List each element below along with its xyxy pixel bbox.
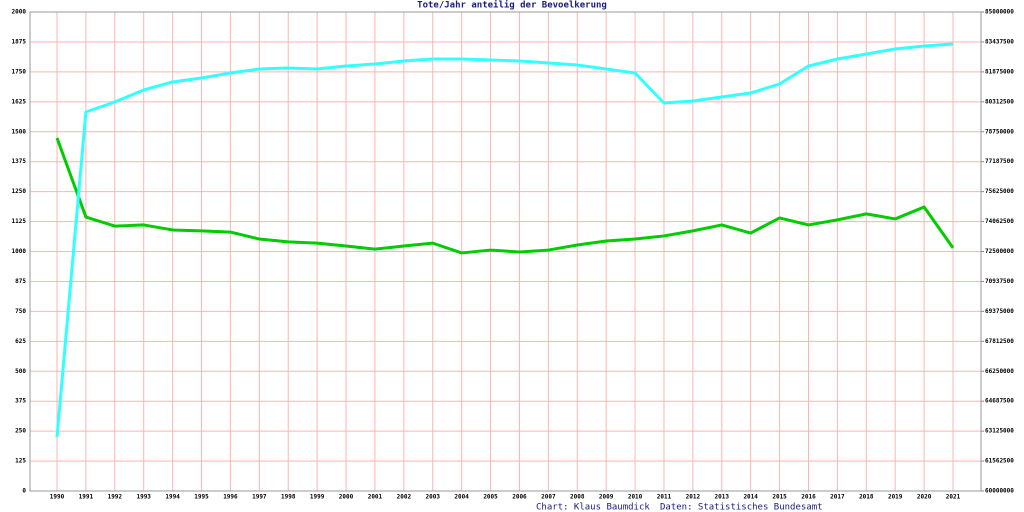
x-tick-label: 2016 — [801, 494, 816, 501]
x-tick-label: 1992 — [108, 494, 123, 501]
y2-tick-label: 67812500 — [985, 338, 1014, 345]
x-tick-label: 1995 — [194, 494, 209, 501]
x-tick-label: 1994 — [165, 494, 180, 501]
x-tick-label: 1991 — [79, 494, 94, 501]
y2-tick-label: 64687500 — [985, 398, 1014, 405]
y-tick-label: 1875 — [12, 38, 27, 45]
y2-tick-label: 85000000 — [985, 9, 1014, 16]
y-tick-label: 625 — [15, 338, 26, 345]
x-tick-label: 1997 — [252, 494, 267, 501]
x-tick-label: 2007 — [541, 494, 556, 501]
x-tick-label: 2012 — [686, 494, 701, 501]
x-tick-label: 2010 — [628, 494, 643, 501]
y2-tick-label: 78750000 — [985, 128, 1014, 135]
x-tick-label: 2014 — [743, 494, 758, 501]
y2-tick-label: 72500000 — [985, 248, 1014, 255]
y2-tick-label: 80312500 — [985, 98, 1014, 105]
y-tick-label: 1375 — [12, 158, 27, 165]
x-tick-label: 2020 — [917, 494, 932, 501]
x-tick-label: 2013 — [715, 494, 730, 501]
x-tick-label: 2021 — [946, 494, 961, 501]
y2-tick-label: 74062500 — [985, 218, 1014, 225]
y2-tick-label: 69375000 — [985, 308, 1014, 315]
y-tick-label: 250 — [15, 428, 26, 435]
x-tick-label: 2003 — [426, 494, 441, 501]
y-tick-label: 1500 — [12, 128, 27, 135]
y2-tick-label: 63125000 — [985, 428, 1014, 435]
y2-tick-label: 81875000 — [985, 68, 1014, 75]
x-tick-label: 2011 — [657, 494, 672, 501]
x-tick-label: 2009 — [599, 494, 614, 501]
x-tick-label: 1996 — [223, 494, 238, 501]
x-tick-label: 2015 — [772, 494, 787, 501]
x-tick-label: 1999 — [310, 494, 325, 501]
credit: Chart: Klaus Baumdick — [536, 503, 650, 512]
x-tick-label: 2006 — [512, 494, 527, 501]
x-tick-label: 2000 — [339, 494, 354, 501]
plot-frame — [29, 11, 982, 492]
x-tick-label: 1998 — [281, 494, 296, 501]
credit: Daten: Statistisches Bundesamt — [660, 503, 823, 512]
y-tick-label: 1000 — [12, 248, 27, 255]
x-tick-label: 1993 — [136, 494, 151, 501]
y-tick-label: 125 — [15, 458, 26, 465]
y2-tick-label: 83437500 — [985, 38, 1014, 45]
x-tick-label: 2001 — [368, 494, 383, 501]
x-tick-label: 1990 — [50, 494, 65, 501]
y-tick-label: 1125 — [12, 218, 27, 225]
y2-tick-label: 75625000 — [985, 188, 1014, 195]
y-tick-label: 500 — [15, 368, 26, 375]
x-tick-label: 2017 — [830, 494, 845, 501]
chart-title: Tote/Jahr anteilig der Bevoelkerung — [417, 0, 607, 11]
series-line — [55, 137, 955, 255]
series-line — [55, 42, 954, 438]
x-tick-label: 2002 — [397, 494, 412, 501]
y-tick-label: 1750 — [12, 68, 27, 75]
y-tick-label: 1250 — [12, 188, 27, 195]
y2-tick-label: 61562500 — [985, 458, 1014, 465]
x-tick-label: 2019 — [888, 494, 903, 501]
x-tick-label: 2008 — [570, 494, 585, 501]
y-tick-label: 1625 — [12, 98, 27, 105]
y-tick-label: 0 — [22, 488, 26, 495]
y2-tick-label: 60000000 — [985, 488, 1014, 495]
x-tick-label: 2018 — [859, 494, 874, 501]
y-tick-label: 875 — [15, 278, 26, 285]
y-tick-label: 750 — [15, 308, 26, 315]
y-tick-label: 375 — [15, 398, 26, 405]
x-tick-label: 2004 — [454, 494, 469, 501]
x-tick-label: 2005 — [483, 494, 498, 501]
y-tick-label: 2000 — [12, 9, 27, 16]
y2-tick-label: 70937500 — [985, 278, 1014, 285]
y2-tick-label: 66250000 — [985, 368, 1014, 375]
y2-tick-label: 77187500 — [985, 158, 1014, 165]
